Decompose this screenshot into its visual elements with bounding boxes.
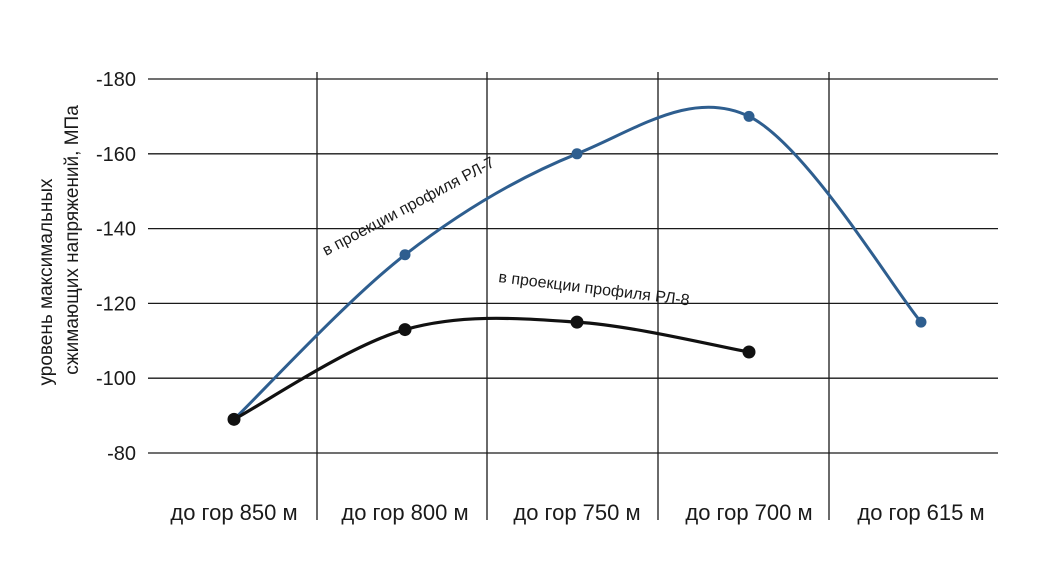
- x-axis-categories: до гор 850 м до гор 800 м до гор 750 м до г…: [170, 500, 984, 525]
- y-axis-label-line1: уровень максимальных: [36, 178, 57, 386]
- data-point-series-1: [570, 315, 584, 329]
- y-tick-label: -80: [107, 443, 136, 465]
- data-point-series-1: [227, 412, 241, 426]
- x-category-label: до гор 750 м: [513, 500, 640, 525]
- grid: [148, 72, 998, 520]
- y-axis-label-line2: сжимающих напряжений, МПа: [62, 105, 83, 375]
- x-category-label: до гор 700 м: [685, 500, 812, 525]
- data-point-series-0: [743, 110, 755, 122]
- data-point-series-0: [915, 316, 927, 328]
- y-tick-label: -180: [96, 69, 136, 91]
- y-tick-label: -160: [96, 144, 136, 166]
- x-category-label: до гор 800 м: [341, 500, 468, 525]
- x-category-label: до гор 850 м: [170, 500, 297, 525]
- series-layer: [227, 105, 927, 426]
- data-point-series-0: [571, 148, 583, 160]
- y-tick-label: -100: [96, 368, 136, 390]
- y-axis-ticks: -80 -100 -120 -140 -160 -180: [96, 69, 136, 465]
- x-category-label: до гор 615 м: [857, 500, 984, 525]
- data-point-series-0: [399, 249, 411, 261]
- data-point-series-1: [742, 345, 756, 359]
- y-tick-label: -140: [96, 219, 136, 241]
- y-tick-label: -120: [96, 293, 136, 315]
- data-point-series-1: [398, 323, 412, 337]
- series-line-1: [232, 316, 751, 421]
